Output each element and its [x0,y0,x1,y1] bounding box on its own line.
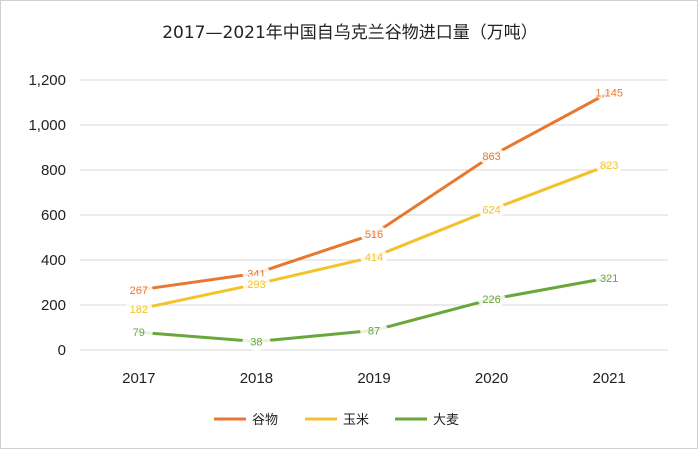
data-label-bg [360,321,388,340]
x-tick-label: 2018 [240,370,273,387]
data-label-bg [595,155,624,174]
data-label-bg [477,146,506,165]
data-label-bg [360,224,388,243]
data-label: 1,145 [595,87,623,99]
data-label: 182 [130,304,148,316]
data-label: 624 [482,205,500,217]
data-label: 823 [600,160,618,172]
data-label: 38 [250,336,262,348]
gridlines [80,79,668,351]
data-label-bg [360,247,388,266]
data-label: 414 [365,252,383,264]
data-label-bg [595,83,624,102]
y-tick-label: 600 [41,207,66,224]
data-label-bg [242,332,271,351]
y-tick-label: 200 [41,297,66,314]
y-axis-ticks: 0 200 400 600 800 1,000 1,200 [28,72,66,359]
data-label-bg [124,300,153,319]
data-label: 516 [365,229,383,241]
y-tick-label: 1,200 [28,72,66,89]
data-label: 321 [600,273,618,285]
legend: 谷物 玉米 大麦 [214,413,459,428]
data-label-bg [124,323,153,342]
data-label: 863 [482,151,500,163]
x-tick-label: 2020 [475,370,508,387]
data-label-bg [477,290,506,309]
x-tick-label: 2021 [593,370,626,387]
y-tick-label: 0 [58,342,66,359]
y-tick-label: 1,000 [28,117,66,134]
y-tick-label: 400 [41,252,66,269]
data-label-bg [477,200,506,219]
x-tick-label: 2017 [122,370,155,387]
data-label-bg [124,280,153,299]
x-tick-label: 2019 [357,370,390,387]
chart-title: 2017—2021年中国自乌克兰谷物进口量（万吨） [162,23,538,43]
legend-label: 大麦 [433,413,459,428]
data-label: 87 [368,325,380,337]
data-label: 79 [133,327,145,339]
data-label: 226 [482,294,500,306]
data-label: 267 [130,285,148,297]
x-axis-ticks: 2017 2018 2019 2020 2021 [122,370,626,387]
legend-label: 玉米 [343,413,369,428]
data-label-bg [595,268,624,287]
y-tick-label: 800 [41,162,66,179]
data-label-bg [242,275,271,294]
data-labels: 2673415168631,14518229341462482379388722… [124,83,624,351]
series-lines [137,90,611,343]
data-label: 293 [247,279,265,291]
legend-label: 谷物 [252,413,278,428]
